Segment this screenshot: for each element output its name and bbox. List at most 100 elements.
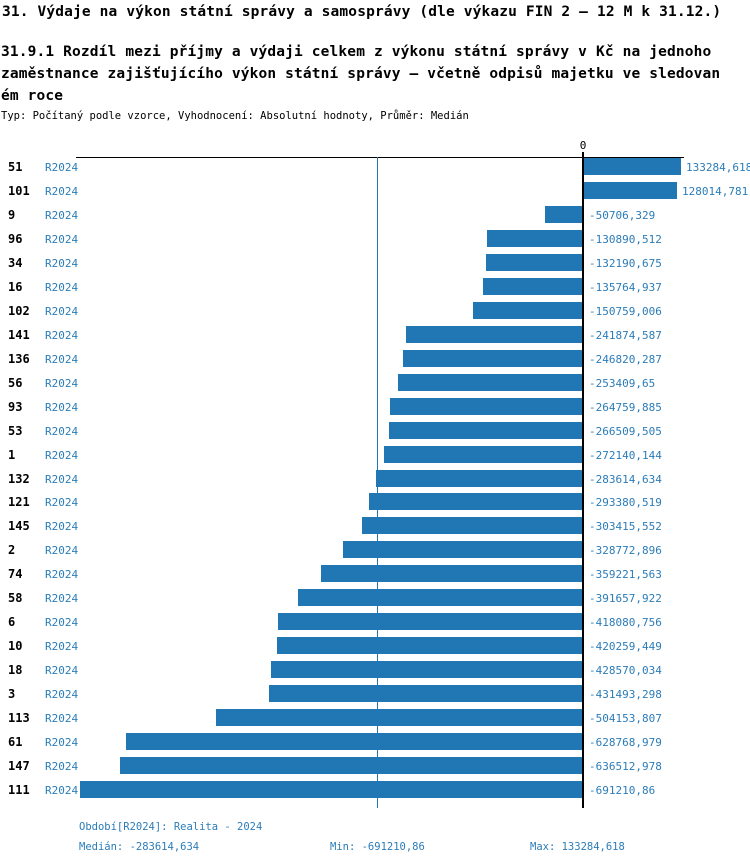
row-category-label: 2 bbox=[8, 543, 16, 557]
row-category-label: 101 bbox=[8, 184, 30, 198]
bar-value-label: -391657,922 bbox=[589, 592, 662, 605]
row-category-label: 145 bbox=[8, 519, 30, 533]
indicator-meta: Typ: Počítaný podle vzorce, Vyhodnocení:… bbox=[1, 110, 469, 122]
bar bbox=[362, 517, 582, 534]
bar-value-label: -293380,519 bbox=[589, 496, 662, 509]
bar-value-label: -504153,807 bbox=[589, 712, 662, 725]
row-category-label: 6 bbox=[8, 615, 16, 629]
bar bbox=[398, 374, 582, 391]
row-category-label: 16 bbox=[8, 280, 23, 294]
row-series-label: R2024 bbox=[45, 592, 79, 605]
bar-value-label: -418080,756 bbox=[589, 616, 662, 629]
row-category-label: 1 bbox=[8, 448, 16, 462]
bar bbox=[216, 709, 582, 726]
bar bbox=[390, 398, 582, 415]
row-series-label: R2024 bbox=[45, 449, 79, 462]
row-series-label: R2024 bbox=[45, 784, 79, 797]
bar-value-label: -132190,675 bbox=[589, 257, 662, 270]
row-series-label: R2024 bbox=[45, 496, 79, 509]
row-category-label: 93 bbox=[8, 400, 23, 414]
bar bbox=[269, 685, 582, 702]
bar-value-label: -241874,587 bbox=[589, 329, 662, 342]
bar-value-label: 128014,781 bbox=[682, 185, 749, 198]
bar bbox=[369, 493, 582, 510]
row-category-label: 102 bbox=[8, 304, 30, 318]
row-series-label: R2024 bbox=[45, 568, 79, 581]
bar bbox=[584, 158, 681, 175]
row-category-label: 136 bbox=[8, 352, 30, 366]
row-series-label: R2024 bbox=[45, 760, 79, 773]
footer-period-note: Období[R2024]: Realita - 2024 bbox=[79, 821, 263, 833]
bar-value-label: -264759,885 bbox=[589, 401, 662, 414]
page-title: 31. Výdaje na výkon státní správy a samo… bbox=[2, 4, 722, 20]
row-series-label: R2024 bbox=[45, 185, 79, 198]
bar bbox=[545, 206, 582, 223]
bar bbox=[321, 565, 582, 582]
row-series-label: R2024 bbox=[45, 664, 79, 677]
indicator-subtitle: 31.9.1 Rozdíl mezi příjmy a výdaji celke… bbox=[1, 44, 721, 104]
row-series-label: R2024 bbox=[45, 616, 79, 629]
bar-value-label: -135764,937 bbox=[589, 281, 662, 294]
bar-value-label: -359221,563 bbox=[589, 568, 662, 581]
row-series-label: R2024 bbox=[45, 640, 79, 653]
bar-value-label: -130890,512 bbox=[589, 233, 662, 246]
row-series-label: R2024 bbox=[45, 209, 79, 222]
bar-value-label: 133284,618 bbox=[686, 161, 750, 174]
row-category-label: 132 bbox=[8, 472, 30, 486]
footer-median: Medián: -283614,634 bbox=[79, 841, 200, 853]
bar-value-label: -303415,552 bbox=[589, 520, 662, 533]
footer-max: Max: 133284,618 bbox=[530, 841, 625, 853]
row-series-label: R2024 bbox=[45, 161, 79, 174]
row-category-label: 141 bbox=[8, 328, 30, 342]
row-series-label: R2024 bbox=[45, 305, 79, 318]
bar-value-label: -253409,65 bbox=[589, 377, 656, 390]
zero-axis-tick-label: 0 bbox=[579, 139, 587, 152]
row-category-label: 74 bbox=[8, 567, 23, 581]
row-category-label: 61 bbox=[8, 735, 23, 749]
bar bbox=[343, 541, 582, 558]
bar-value-label: -691210,86 bbox=[589, 784, 656, 797]
row-series-label: R2024 bbox=[45, 712, 79, 725]
row-series-label: R2024 bbox=[45, 329, 79, 342]
row-category-label: 10 bbox=[8, 639, 23, 653]
row-series-label: R2024 bbox=[45, 544, 79, 557]
row-series-label: R2024 bbox=[45, 401, 79, 414]
row-series-label: R2024 bbox=[45, 257, 79, 270]
bar-value-label: -50706,329 bbox=[589, 209, 656, 222]
bar bbox=[271, 661, 582, 678]
row-category-label: 121 bbox=[8, 495, 30, 509]
row-category-label: 53 bbox=[8, 424, 23, 438]
bar bbox=[403, 350, 582, 367]
row-category-label: 51 bbox=[8, 160, 23, 174]
bar bbox=[389, 422, 582, 439]
bar-value-label: -328772,896 bbox=[589, 544, 662, 557]
bar bbox=[298, 589, 582, 606]
bar bbox=[278, 613, 582, 630]
row-series-label: R2024 bbox=[45, 233, 79, 246]
row-category-label: 113 bbox=[8, 711, 30, 725]
bar-value-label: -420259,449 bbox=[589, 640, 662, 653]
row-series-label: R2024 bbox=[45, 473, 79, 486]
bar bbox=[483, 278, 582, 295]
bar bbox=[277, 637, 582, 654]
bar-value-label: -636512,978 bbox=[589, 760, 662, 773]
bar bbox=[126, 733, 582, 750]
bar-value-label: -428570,034 bbox=[589, 664, 662, 677]
bar-value-label: -266509,505 bbox=[589, 425, 662, 438]
bar bbox=[120, 757, 582, 774]
bar-value-label: -272140,144 bbox=[589, 449, 662, 462]
bar-value-label: -150759,006 bbox=[589, 305, 662, 318]
bar-value-label: -628768,979 bbox=[589, 736, 662, 749]
top-axis-line bbox=[76, 157, 684, 158]
row-category-label: 9 bbox=[8, 208, 16, 222]
bar bbox=[384, 446, 582, 463]
bar-value-label: -246820,287 bbox=[589, 353, 662, 366]
row-category-label: 111 bbox=[8, 783, 30, 797]
bar bbox=[376, 470, 582, 487]
bar bbox=[584, 182, 677, 199]
zero-axis-line bbox=[582, 152, 584, 808]
row-category-label: 147 bbox=[8, 759, 30, 773]
bar bbox=[473, 302, 582, 319]
row-series-label: R2024 bbox=[45, 688, 79, 701]
